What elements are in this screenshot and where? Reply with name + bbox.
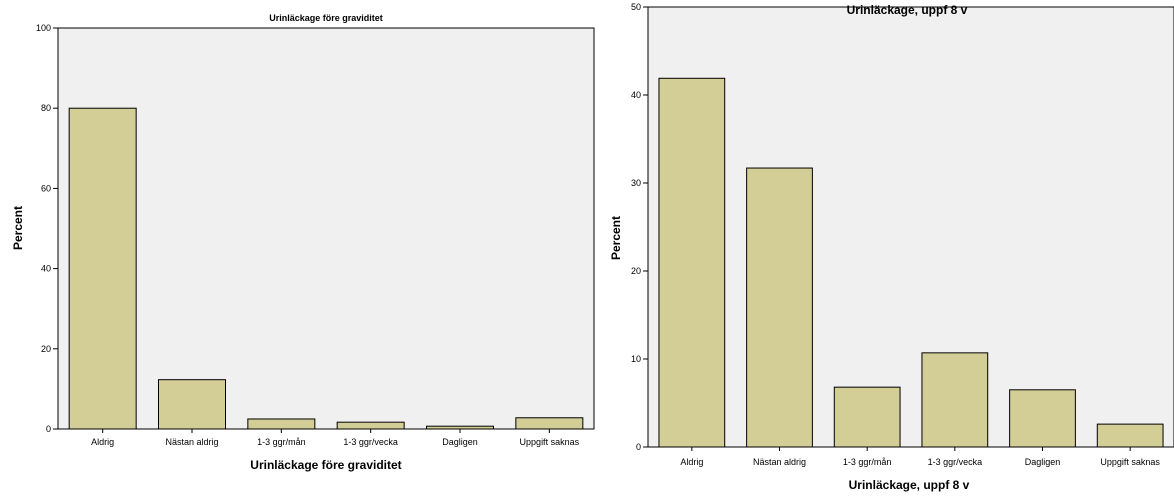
plot-area <box>647 6 1174 448</box>
x-tick-label: 1-3 ggr/vecka <box>343 437 398 447</box>
x-tick-label: Nästan aldrig <box>165 437 218 447</box>
x-tick-label: 1-3 ggr/mån <box>843 457 892 467</box>
bars <box>68 107 584 430</box>
y-axis-title: Percent <box>609 216 623 260</box>
x-axis-ticks: Aldrig Nästan aldrig 1-3 ggr/mån 1-3 ggr/ve… <box>680 447 1160 467</box>
bar <box>1096 423 1164 448</box>
bar <box>921 352 989 448</box>
y-tick-label: 60 <box>41 183 51 193</box>
y-tick-label: 0 <box>46 424 51 434</box>
bar <box>336 421 405 430</box>
x-tick-label: 1-3 ggr/vecka <box>928 457 983 467</box>
bars <box>658 77 1164 448</box>
y-tick-label: 30 <box>631 178 641 188</box>
y-tick-label: 20 <box>631 266 641 276</box>
x-tick-label: Aldrig <box>91 437 114 447</box>
chart-title: Urinläckage före graviditet <box>269 13 383 23</box>
bar <box>158 379 226 430</box>
chart-title: Urinläckage, uppf 8 v <box>847 3 968 17</box>
bar <box>746 167 813 448</box>
x-axis-title: Urinläckage före graviditet <box>250 458 401 472</box>
x-tick-label: Aldrig <box>680 457 703 467</box>
y-tick-label: 0 <box>636 442 641 452</box>
bar <box>515 417 584 430</box>
x-axis-ticks: Aldrig Nästan aldrig 1-3 ggr/mån 1-3 ggr/ve… <box>91 429 580 447</box>
bar <box>658 77 726 448</box>
bar <box>1009 389 1076 448</box>
x-tick-label: Dagligen <box>442 437 478 447</box>
y-tick-label: 10 <box>631 354 641 364</box>
y-axis-title: Percent <box>11 206 25 250</box>
chart-urinlackage-fore-graviditet: Urinläckage före graviditet Percent Urin… <box>11 13 595 472</box>
bar <box>247 418 316 430</box>
plot-area <box>57 27 595 430</box>
chart-urinlackage-uppf-8v: Urinläckage, uppf 8 v Percent Urinläckag… <box>609 2 1174 492</box>
x-tick-label: Uppgift saknas <box>1100 457 1160 467</box>
y-tick-label: 40 <box>631 90 641 100</box>
x-tick-label: 1-3 ggr/mån <box>257 437 306 447</box>
y-tick-label: 40 <box>41 264 51 274</box>
y-axis-ticks: 0 10 20 30 40 50 <box>631 2 648 452</box>
y-tick-label: 80 <box>41 103 51 113</box>
x-tick-label: Nästan aldrig <box>753 457 806 467</box>
x-axis-title: Urinläckage, uppf 8 v <box>849 478 970 492</box>
x-tick-label: Uppgift saknas <box>520 437 580 447</box>
x-tick-label: Dagligen <box>1025 457 1061 467</box>
y-axis-ticks: 0 20 40 60 80 100 <box>36 23 58 434</box>
bar <box>68 107 137 430</box>
y-tick-label: 50 <box>631 2 641 12</box>
y-tick-label: 100 <box>36 23 51 33</box>
bar <box>833 386 901 448</box>
bar <box>426 425 494 430</box>
y-tick-label: 20 <box>41 344 51 354</box>
